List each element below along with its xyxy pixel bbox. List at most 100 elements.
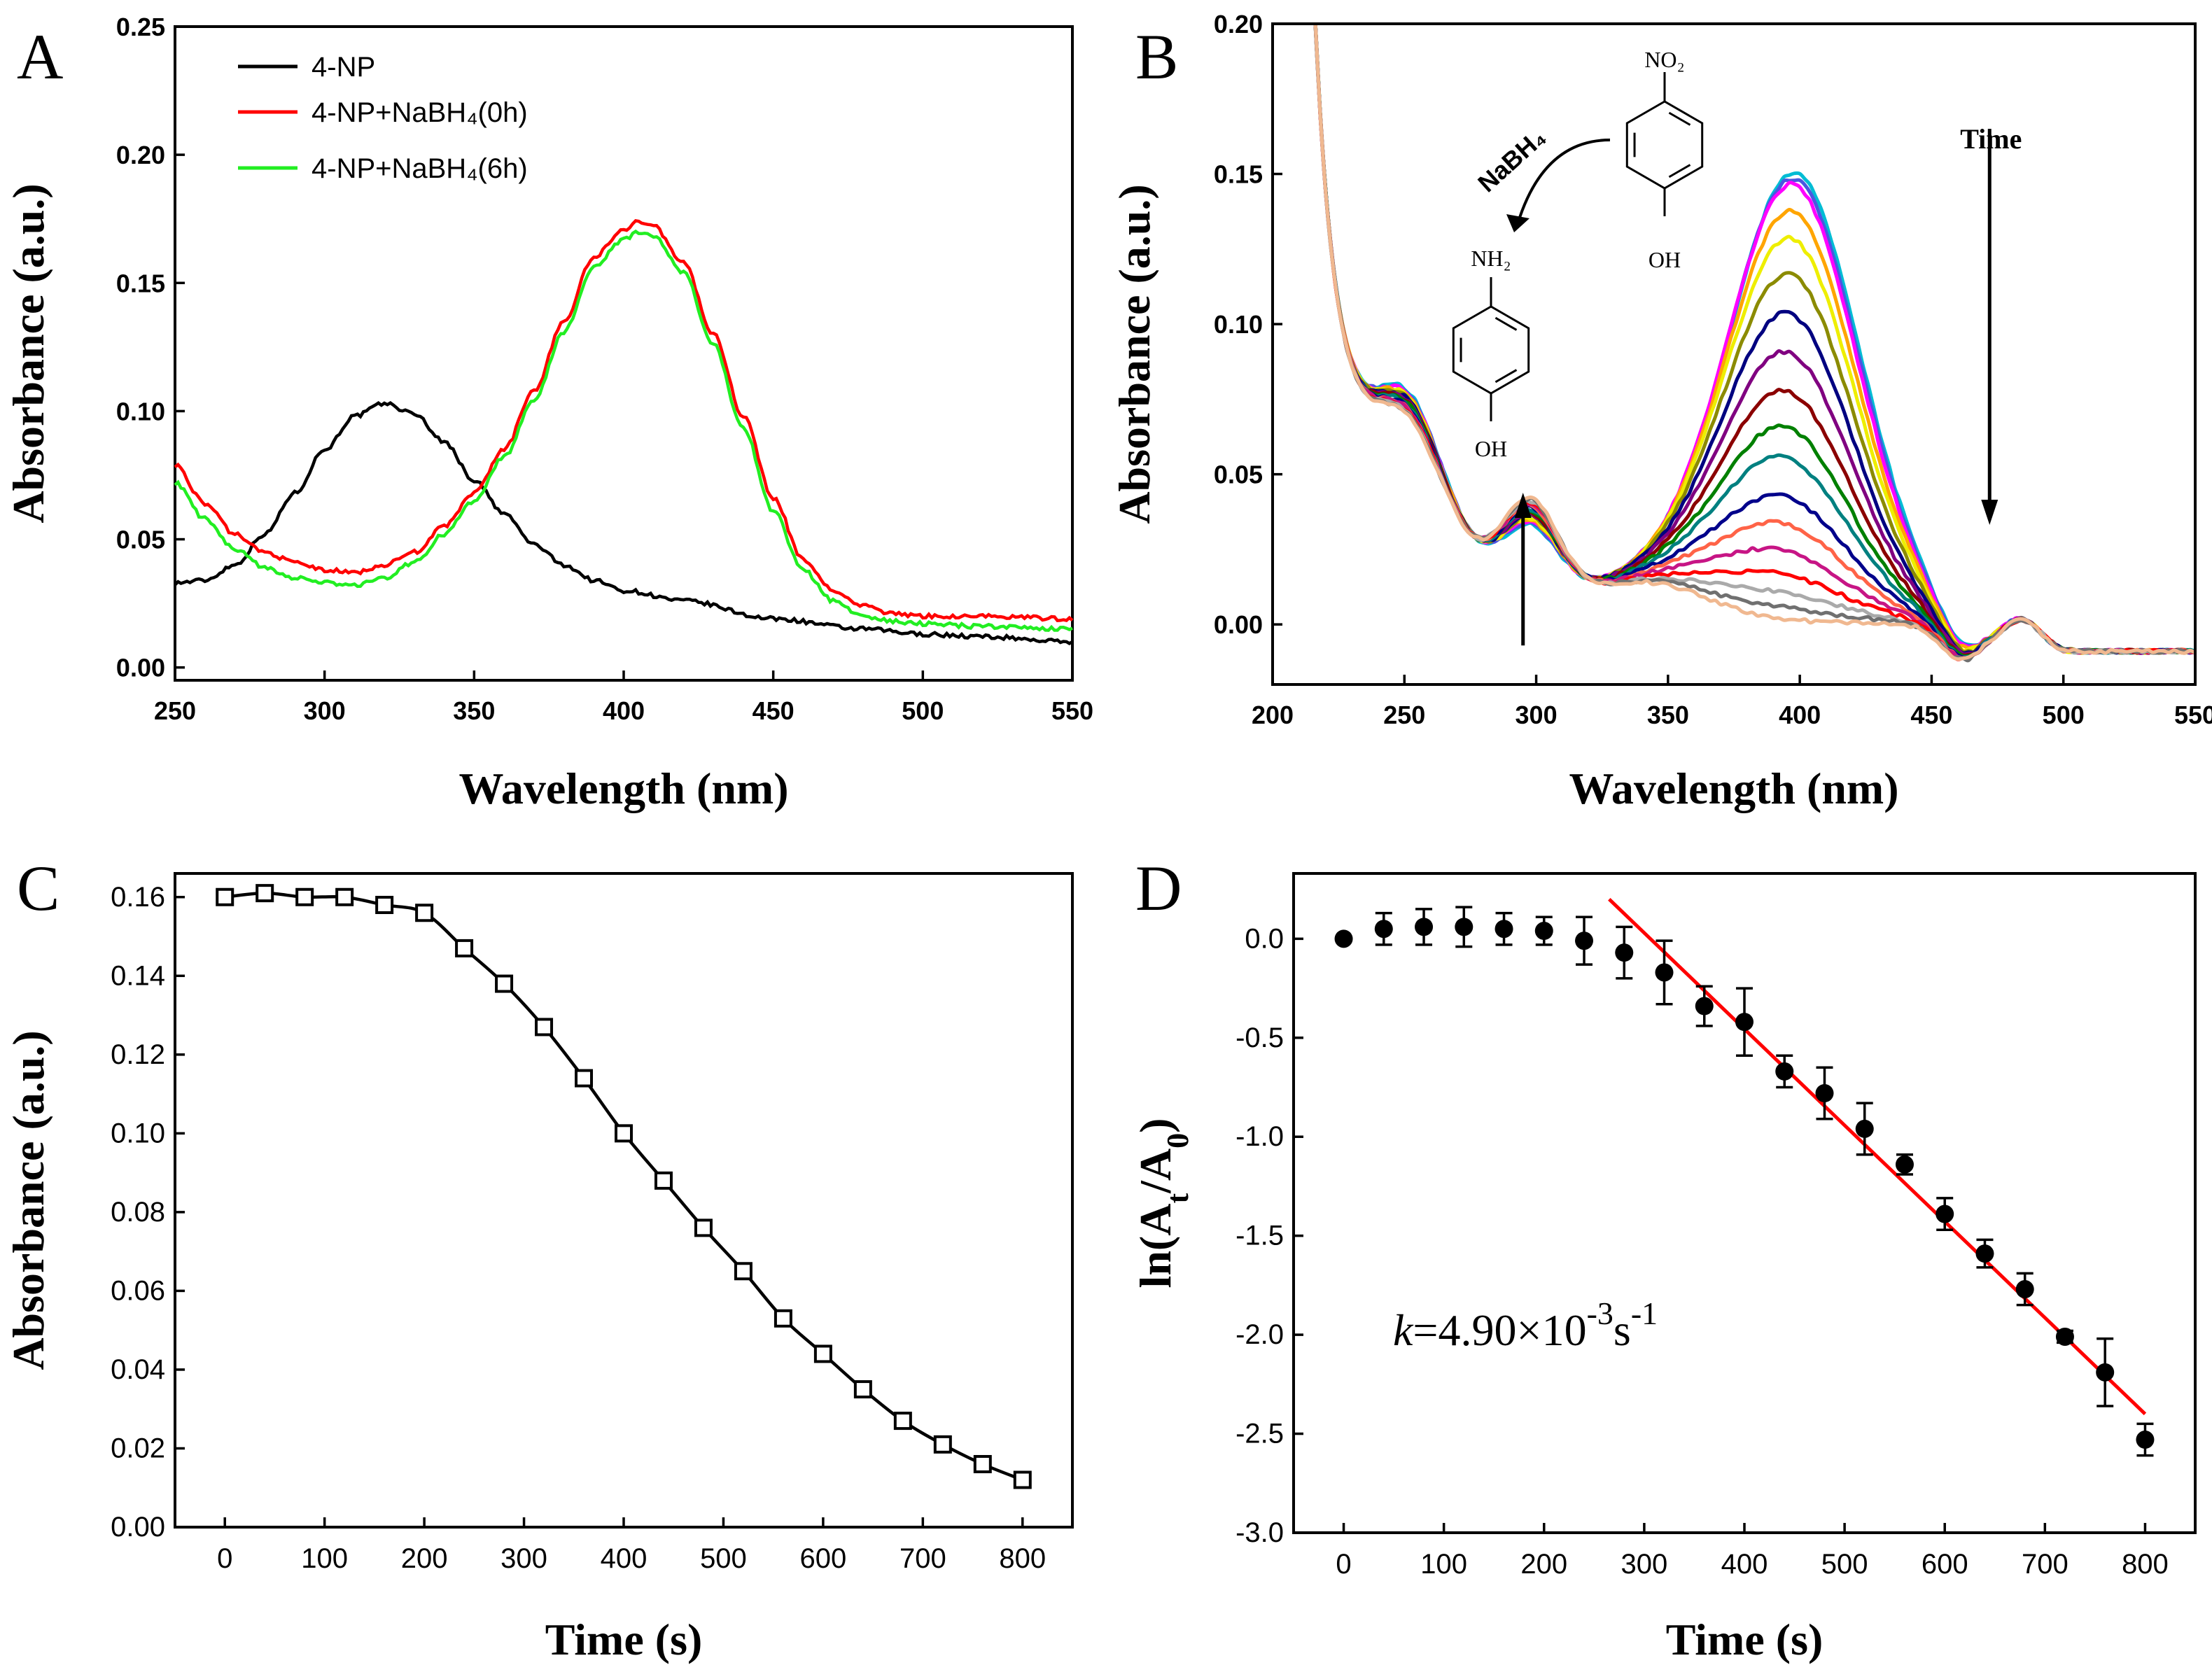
data-point: [495, 974, 514, 993]
data-point: [575, 1069, 594, 1088]
y-tick-label: 0.00: [111, 1512, 165, 1543]
panel-label: C: [17, 852, 59, 924]
x-tick-label: 550: [1051, 696, 1093, 725]
series-line: [174, 218, 1074, 623]
data-point: [2055, 1327, 2074, 1346]
data-point: [1935, 1204, 1954, 1223]
rate-constant-annotation: k=4.90×10-3s-1: [1393, 1295, 1658, 1355]
data-point: [2096, 1363, 2115, 1382]
x-tick-label: 300: [1516, 701, 1558, 729]
data-point: [1655, 963, 1674, 982]
rate-k-symbol: k: [1393, 1305, 1414, 1355]
data-point: [1615, 943, 1634, 962]
data-point: [1575, 932, 1594, 950]
y-axis-title: Absorbance (a.u.): [4, 183, 53, 523]
rate-k-value: =4.90×10: [1413, 1305, 1586, 1355]
x-tick-label: 200: [401, 1543, 448, 1574]
y-axis-title: Absorbance (a.u.): [4, 1030, 53, 1370]
data-point: [1975, 1244, 1994, 1263]
spectra: [1313, 24, 2195, 663]
y-tick-label: -3.0: [1236, 1517, 1284, 1548]
data-point: [1374, 920, 1393, 939]
x-tick-label: 500: [902, 696, 944, 725]
y-tick-label: 0.25: [116, 13, 165, 41]
x-tick-label: 500: [700, 1543, 747, 1574]
panel-label: D: [1135, 852, 1182, 924]
x-tick-label: 450: [752, 696, 794, 725]
x-tick-label: 250: [1383, 701, 1425, 729]
y-axis-title-part: 0: [1161, 1133, 1195, 1148]
x-axis-title: Wavelength (nm): [1569, 764, 1898, 813]
y-axis-title: ln(At/A0): [1130, 1118, 1195, 1288]
x-tick-label: 700: [2022, 1549, 2068, 1580]
y-axis-title-part: ln(A: [1130, 1204, 1180, 1288]
panel-b: 200 250 300 350 400 450 500 550 0.00 0.05 0.10 0.15…: [1110, 10, 2212, 813]
y-tick-label: 0.00: [116, 654, 165, 682]
x-tick-label: 450: [1910, 701, 1952, 729]
data-point: [375, 896, 394, 915]
data-point: [1455, 918, 1474, 936]
data-point: [2136, 1431, 2155, 1449]
x-tick-label: 400: [603, 696, 645, 725]
y-tick-label: 0.04: [111, 1354, 165, 1385]
data-point: [295, 887, 314, 906]
rate-k-exponent: -3: [1587, 1295, 1614, 1331]
data-point: [455, 939, 474, 957]
x-tick-label: 300: [304, 696, 346, 725]
data-point: [1775, 1062, 1794, 1081]
legend-label: 4-NP: [312, 52, 375, 83]
reaction-arrow-head: [1506, 214, 1530, 232]
x-tick-label: 800: [999, 1543, 1046, 1574]
data-point: [615, 1124, 633, 1143]
series-line: [174, 401, 1074, 646]
rate-k-unit-exponent: -1: [1631, 1295, 1658, 1331]
up-arrow-head: [1514, 492, 1532, 518]
x-tick-label: 0: [217, 1543, 232, 1574]
data-point: [1534, 922, 1553, 941]
y-tick-label: -2.5: [1236, 1419, 1284, 1449]
panel-c: 0 100 200 300 400 500 600 700 800 0.00 0.02 0.04 0.0…: [4, 852, 1074, 1664]
data-point: [415, 904, 434, 922]
x-tick-label: 400: [1779, 701, 1821, 729]
x-axis-title: Time (s): [545, 1615, 703, 1664]
y-tick-label: 0.12: [111, 1039, 165, 1070]
data-point: [774, 1309, 792, 1328]
x-tick-label: 500: [2043, 701, 2085, 729]
y-axis-title-part: ): [1130, 1118, 1180, 1133]
x-tick-label: 200: [1252, 701, 1294, 729]
x-tick-label: 700: [899, 1543, 946, 1574]
data-point: [1334, 929, 1353, 948]
data-point: [2015, 1280, 2034, 1299]
x-tick-label: 600: [1921, 1549, 1968, 1580]
x-tick-label: 300: [500, 1543, 547, 1574]
series-line: [174, 229, 1073, 632]
time-label: Time: [1960, 123, 2022, 155]
y-tick-label: 0.00: [1214, 610, 1263, 639]
data-point: [933, 1435, 952, 1454]
y-tick-label: 0.20: [1214, 10, 1263, 38]
nitrophenol-ring-double-bond: [1668, 164, 1691, 178]
data-point: [255, 884, 274, 903]
x-tick-label: 400: [601, 1543, 648, 1574]
fit-line: [1608, 897, 2147, 1416]
panel-d: 0 100 200 300 400 500 600 700 800 0.0 -0.5 -1.0 -1.5…: [1130, 852, 2197, 1664]
panel-label: B: [1135, 21, 1178, 92]
nitro-group-label: NO₂: [1644, 47, 1684, 72]
data-point: [1695, 997, 1714, 1016]
data-point: [335, 887, 354, 906]
y-tick-label: 0.10: [111, 1118, 165, 1148]
y-tick-label: -2.0: [1236, 1319, 1284, 1350]
y-tick-label: 0.15: [116, 269, 165, 297]
data-point: [813, 1344, 832, 1363]
data-point: [694, 1218, 713, 1237]
y-tick-label: 0.14: [111, 960, 165, 991]
y-tick-label: -1.0: [1236, 1121, 1284, 1152]
data-point: [734, 1262, 752, 1281]
data-point: [973, 1454, 992, 1473]
y-tick-label: 0.05: [1214, 461, 1263, 489]
time-arrow-head: [1981, 500, 1998, 525]
x-tick-label: 300: [1621, 1549, 1668, 1580]
data-point: [1494, 920, 1513, 939]
data-point: [1735, 1013, 1754, 1032]
plot-frame: [1271, 22, 2197, 686]
